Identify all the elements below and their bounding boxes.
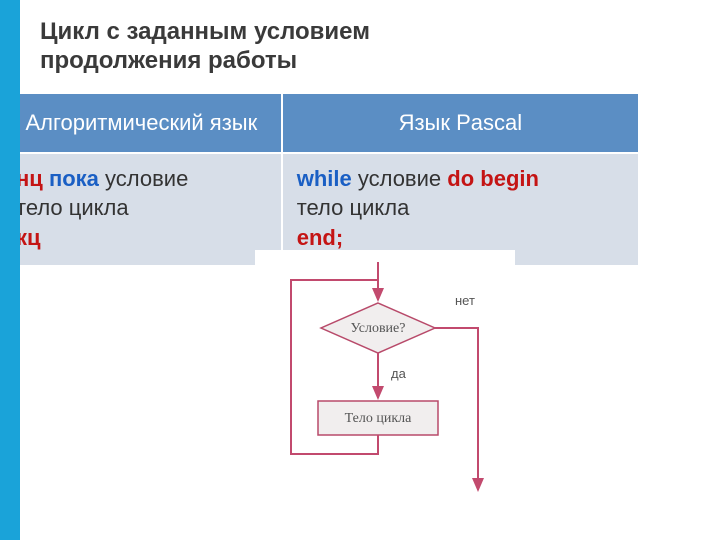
- flowchart: Условие? да Тело цикла нет: [255, 250, 515, 510]
- label-yes: да: [391, 366, 407, 381]
- flowchart-svg: Условие? да Тело цикла нет: [263, 258, 507, 502]
- table-header-row: Алгоритмический язык Язык Pascal: [1, 93, 639, 153]
- table-row: нц пока условие тело цикла кц while усло…: [1, 153, 639, 266]
- pascal-end: end;: [297, 225, 343, 250]
- slide-content: Цикл с заданным условием продолжения раб…: [40, 0, 720, 267]
- header-pascal: Язык Pascal: [282, 93, 639, 153]
- decision-label: Условие?: [351, 321, 406, 336]
- alg-while: пока: [49, 166, 99, 191]
- page-title: Цикл с заданным условием продолжения раб…: [40, 18, 700, 76]
- pascal-do-begin: do begin: [447, 166, 539, 191]
- header-alg: Алгоритмический язык: [1, 93, 282, 153]
- title-line-1: Цикл с заданным условием: [40, 18, 370, 45]
- alg-body: тело цикла: [16, 195, 129, 220]
- edge-no: [435, 328, 478, 490]
- body-label: Тело цикла: [345, 411, 412, 426]
- alg-cond: условие: [105, 166, 188, 191]
- pascal-while: while: [297, 166, 352, 191]
- comparison-table: Алгоритмический язык Язык Pascal нц пока…: [0, 92, 640, 267]
- alg-nc: нц: [16, 166, 43, 191]
- pascal-cond: условие: [358, 166, 441, 191]
- label-no: нет: [455, 293, 475, 308]
- sidebar-accent: [0, 0, 20, 540]
- pascal-body: тело цикла: [297, 195, 410, 220]
- cell-alg: нц пока условие тело цикла кц: [1, 153, 282, 266]
- cell-pascal: while условие do begin тело цикла end;: [282, 153, 639, 266]
- title-line-2: продолжения работы: [40, 47, 297, 74]
